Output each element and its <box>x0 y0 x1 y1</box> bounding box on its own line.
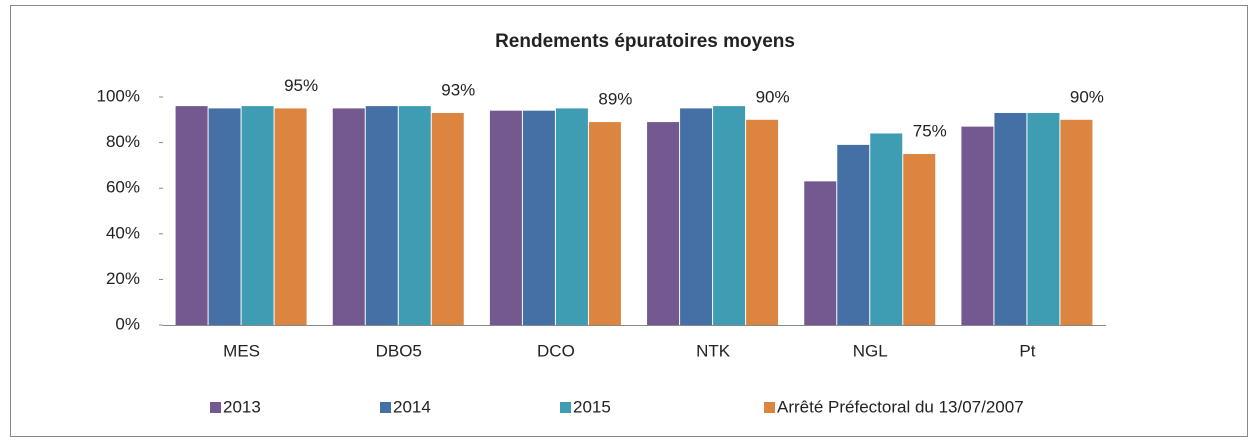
bar <box>903 154 936 325</box>
x-tick-label: NGL <box>853 341 888 360</box>
x-tick-label: DCO <box>537 341 575 360</box>
bar <box>1027 112 1060 326</box>
bar <box>870 133 903 325</box>
data-label: 90% <box>1070 87 1104 106</box>
y-tick-label: 80% <box>106 132 140 151</box>
legend-swatch <box>210 402 221 413</box>
data-label: 95% <box>284 76 318 95</box>
legend-label: Arrêté Préfectoral du 13/07/2007 <box>777 397 1024 416</box>
bar <box>837 144 870 325</box>
bar <box>746 119 779 325</box>
bar <box>1060 119 1093 325</box>
bar <box>241 106 274 326</box>
legend-swatch <box>764 402 775 413</box>
legend-label: 2014 <box>393 397 431 416</box>
bar <box>489 110 522 326</box>
bar <box>332 108 365 326</box>
bar <box>588 122 621 325</box>
y-tick-label: 100% <box>97 86 140 105</box>
data-label: 89% <box>598 90 632 109</box>
bar <box>274 108 307 326</box>
bar <box>994 112 1027 326</box>
y-tick-label: 0% <box>115 314 140 333</box>
y-tick-label: 20% <box>106 269 140 288</box>
data-label: 75% <box>913 121 947 140</box>
bar <box>431 112 464 326</box>
data-label: 93% <box>441 80 475 99</box>
x-tick-label: DBO5 <box>376 341 422 360</box>
bar <box>713 106 746 326</box>
bar <box>804 181 837 325</box>
legend-label: 2015 <box>573 397 611 416</box>
x-tick-label: NTK <box>696 341 731 360</box>
legend-swatch <box>380 402 391 413</box>
bar <box>175 106 208 326</box>
bar <box>680 108 713 326</box>
bar <box>522 110 555 326</box>
legend-swatch <box>560 402 571 413</box>
chart-title: Rendements épuratoires moyens <box>495 31 795 52</box>
legend-label: 2013 <box>223 397 261 416</box>
data-label: 90% <box>756 87 790 106</box>
bar <box>398 106 431 326</box>
y-tick-label: 60% <box>106 178 140 197</box>
y-tick-label: 40% <box>106 223 140 242</box>
bar <box>555 108 588 326</box>
x-tick-label: MES <box>223 341 260 360</box>
bar <box>365 106 398 326</box>
bar <box>647 122 680 325</box>
x-tick-label: Pt <box>1019 341 1035 360</box>
bar <box>208 108 241 326</box>
bar <box>961 126 994 325</box>
